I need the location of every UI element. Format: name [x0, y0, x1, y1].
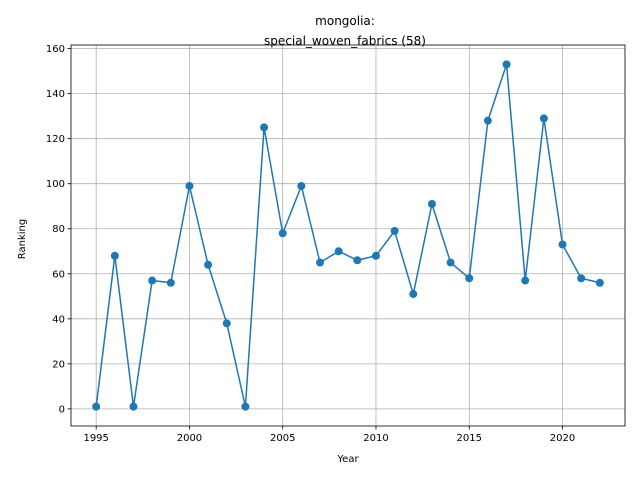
y-tick-label: 80 [52, 224, 65, 235]
x-tick-label: 2000 [177, 433, 202, 444]
data-point [371, 251, 380, 260]
data-point [166, 278, 175, 287]
data-point [297, 181, 306, 190]
y-tick-label: 0 [59, 404, 65, 415]
data-point [92, 402, 101, 411]
chart-title-line2: special_woven_fabrics (58) [264, 34, 426, 48]
data-point [353, 256, 362, 265]
x-tick-label: 1995 [83, 433, 108, 444]
data-point [278, 229, 287, 238]
data-point [390, 226, 399, 235]
y-tick-label: 140 [46, 89, 65, 100]
data-point [222, 319, 231, 328]
y-tick-label: 120 [46, 134, 65, 145]
x-tick-label: 2020 [550, 433, 575, 444]
y-tick-label: 60 [52, 269, 65, 280]
data-point [521, 276, 530, 285]
data-point [577, 274, 586, 283]
x-tick-label: 2010 [363, 433, 388, 444]
y-tick-label: 100 [46, 179, 65, 190]
series-line [95, 63, 600, 408]
data-point [502, 60, 511, 69]
data-point [483, 116, 492, 125]
plot-frame [70, 44, 626, 427]
data-point [241, 402, 250, 411]
data-point [558, 240, 567, 249]
y-axis-label: Ranking [17, 219, 28, 259]
data-point [204, 260, 213, 269]
data-point [334, 247, 343, 256]
data-point [465, 274, 474, 283]
data-point [427, 199, 436, 208]
data-point [446, 258, 455, 267]
y-tick-label: 40 [52, 314, 65, 325]
data-point [129, 402, 138, 411]
x-axis-label: Year [336, 454, 359, 465]
grid [71, 45, 625, 426]
ticks: 1995 2000 2005 2010 2015 2020 0 20 40 60 80 100 120 1… [46, 44, 575, 444]
series-layer [92, 60, 604, 411]
y-tick-label: 20 [52, 359, 65, 370]
data-point [260, 123, 269, 132]
chart-title-line1: mongolia: [315, 14, 375, 28]
x-tick-label: 2015 [457, 433, 482, 444]
data-point [185, 181, 194, 190]
x-tick-label: 2005 [270, 433, 295, 444]
data-point [539, 114, 548, 123]
data-point [409, 290, 418, 299]
data-point [110, 251, 119, 260]
data-point [595, 278, 604, 287]
data-point [316, 258, 325, 267]
data-point [148, 276, 157, 285]
y-tick-label: 160 [46, 44, 65, 55]
